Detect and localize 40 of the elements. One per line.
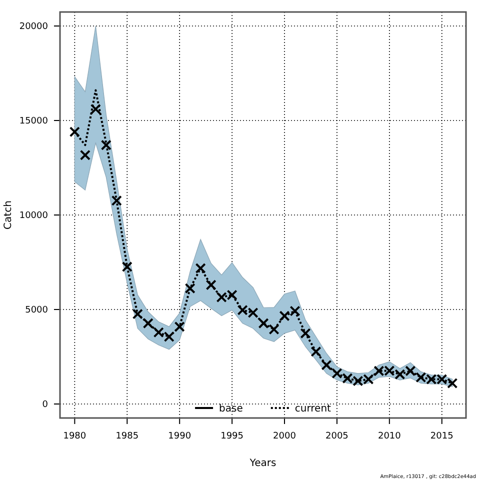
x-tick-label: 1985 <box>116 431 139 442</box>
x-tick-label: 2015 <box>430 431 454 442</box>
point <box>310 346 322 357</box>
point <box>290 306 300 316</box>
x-tick-label: 2005 <box>326 431 348 442</box>
legend-label: base <box>219 404 243 414</box>
x-tick-label: 1990 <box>168 431 192 442</box>
point <box>90 104 101 114</box>
y-tick-label: 0 <box>42 400 48 410</box>
y-tick-label: 5000 <box>25 305 48 316</box>
point <box>174 321 185 332</box>
point <box>69 126 80 138</box>
point <box>132 308 143 320</box>
y-tick-label: 15000 <box>19 116 48 126</box>
point <box>164 331 174 342</box>
point <box>258 318 269 329</box>
point <box>332 368 342 379</box>
point <box>195 263 206 274</box>
x-tick-label: 1980 <box>63 431 86 442</box>
point <box>447 378 458 389</box>
point <box>321 360 332 370</box>
legend-label: current <box>294 404 332 414</box>
point <box>122 261 132 272</box>
y-tick-label: 10000 <box>19 210 48 221</box>
point <box>100 140 112 150</box>
point <box>80 150 90 160</box>
point <box>142 318 154 329</box>
point <box>300 328 311 339</box>
y-axis-title: Catch <box>3 200 14 230</box>
x-tick-label: 2010 <box>378 431 402 442</box>
point <box>206 280 216 290</box>
x-tick-label: 1995 <box>220 431 244 442</box>
point <box>279 310 290 322</box>
point <box>184 283 196 294</box>
y-tick-label: 20000 <box>19 22 48 32</box>
point <box>111 195 122 206</box>
x-axis-title: Years <box>248 458 276 469</box>
x-tick-label: 2000 <box>273 431 296 442</box>
point <box>153 327 164 338</box>
point <box>268 324 280 335</box>
